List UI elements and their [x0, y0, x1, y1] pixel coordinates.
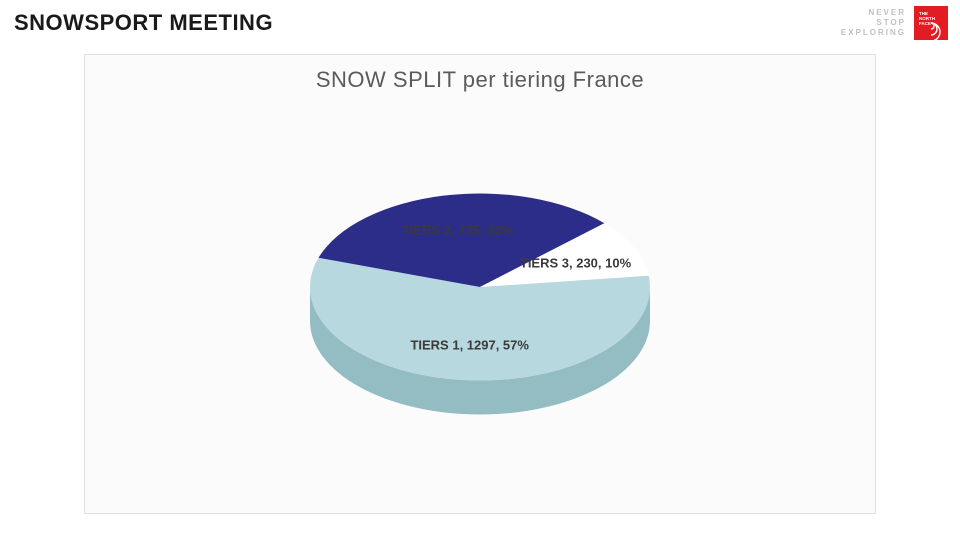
slogan-line: NEVER: [868, 8, 906, 18]
header-branding: NEVER STOP EXPLORING THE NORTH FACE: [841, 6, 948, 40]
slogan-line: EXPLORING: [841, 28, 906, 38]
svg-text:FACE: FACE: [919, 21, 931, 26]
slogan-line: STOP: [876, 18, 906, 28]
slogan: NEVER STOP EXPLORING: [841, 8, 906, 38]
pie-slice-label: TIERS 1, 1297, 57%: [410, 337, 529, 352]
chart-panel: SNOW SPLIT per tiering France TIERS 1, 1…: [84, 54, 876, 514]
chart-title: SNOW SPLIT per tiering France: [85, 67, 875, 93]
pie-slice-label: TIERS 2, 735, 33%: [402, 223, 513, 238]
pie-chart: TIERS 1, 1297, 57% TIERS 2, 735, 33% TIERS…: [270, 117, 690, 507]
north-face-logo-icon: THE NORTH FACE: [914, 6, 948, 40]
page-title: SNOWSPORT MEETING: [14, 10, 273, 36]
pie-slice-label: TIERS 3, 230, 10%: [520, 255, 631, 270]
